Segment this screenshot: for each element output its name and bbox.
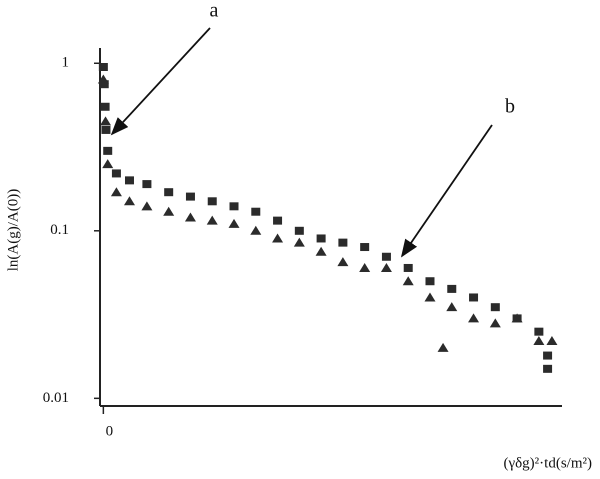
- triangle-point: [468, 313, 480, 323]
- square-point: [273, 216, 283, 225]
- square-point: [124, 176, 134, 185]
- square-point: [98, 62, 108, 71]
- square-point: [543, 351, 553, 360]
- triangle-point: [446, 302, 458, 312]
- square-point: [142, 180, 152, 189]
- square-point: [425, 277, 435, 286]
- square-point: [316, 234, 326, 243]
- triangle-point: [250, 225, 262, 235]
- square-point: [338, 238, 348, 247]
- annotation: b: [505, 96, 515, 118]
- triangle-point: [511, 313, 523, 323]
- square-point: [185, 192, 195, 201]
- arrow: [400, 124, 493, 258]
- triangle-point: [546, 335, 558, 345]
- x-axis-label: (γδg)²·td(s/m²): [503, 455, 592, 471]
- arrow: [110, 27, 211, 136]
- square-point: [111, 169, 121, 178]
- square-point: [101, 125, 111, 134]
- triangle-point: [100, 116, 112, 126]
- triangle-point: [293, 237, 305, 247]
- triangle-point: [272, 233, 284, 243]
- triangle-point: [110, 187, 122, 197]
- square-point: [360, 243, 370, 252]
- square-point: [100, 102, 110, 111]
- square-point: [294, 226, 304, 235]
- triangle-point: [402, 276, 414, 286]
- square-point: [403, 263, 413, 272]
- square-point: [229, 202, 239, 211]
- triangle-point: [489, 318, 501, 328]
- triangle-point: [228, 218, 240, 228]
- triangle-point: [380, 262, 392, 272]
- triangle-point: [141, 201, 153, 211]
- square-point: [534, 327, 544, 336]
- x-tick-label: 0: [106, 423, 114, 439]
- y-tick-label: 0.01: [43, 390, 69, 406]
- triangle-point: [337, 257, 349, 267]
- triangle-point: [424, 292, 436, 302]
- y-tick-label: 0.1: [50, 222, 69, 238]
- triangle-point: [102, 159, 114, 169]
- square-point: [381, 252, 391, 261]
- triangle-point: [123, 196, 135, 206]
- triangle-point: [315, 246, 327, 256]
- triangle-point: [206, 215, 218, 225]
- square-point: [543, 364, 553, 373]
- square-point: [447, 284, 457, 293]
- y-tick-label: 1: [62, 55, 70, 71]
- triangle-point: [437, 342, 449, 352]
- square-point: [207, 197, 217, 206]
- square-point: [99, 80, 109, 89]
- triangle-point: [163, 206, 175, 216]
- triangle-point: [97, 74, 109, 84]
- square-point: [103, 146, 113, 155]
- y-axis-label: ln(A(g)/A(0)): [5, 189, 21, 271]
- square-point: [251, 207, 261, 216]
- triangle-point: [359, 262, 371, 272]
- triangle-point: [184, 212, 196, 222]
- annotation: a: [210, 0, 219, 22]
- square-point: [490, 303, 500, 312]
- square-point: [469, 293, 479, 302]
- square-point: [164, 188, 174, 197]
- triangle-point: [533, 335, 545, 345]
